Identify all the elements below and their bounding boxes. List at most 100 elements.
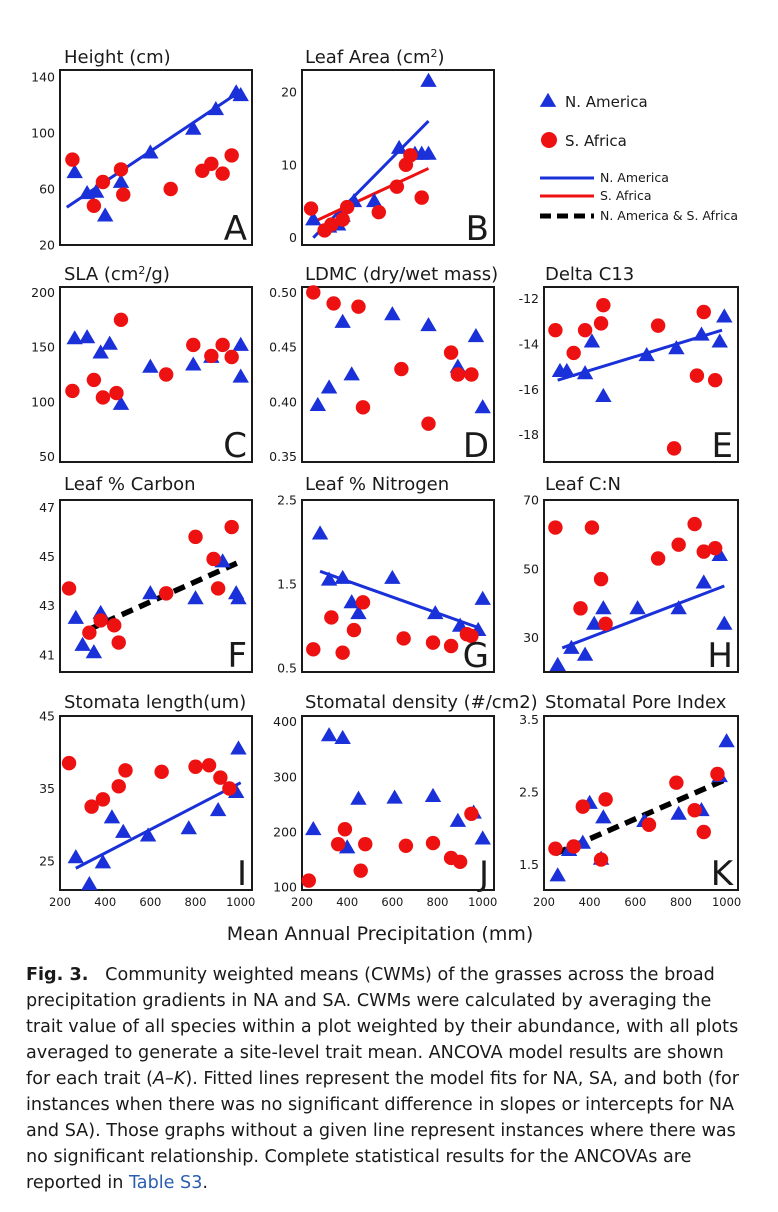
panel-D-sa-point	[443, 345, 459, 360]
panel-H-ytick-label: 50	[523, 561, 539, 576]
panel-B-letter: B	[466, 209, 489, 249]
panel-J-na-point	[334, 729, 351, 744]
panel-F-ytick-label: 47	[39, 500, 55, 515]
panel-C-ytick-label: 200	[31, 285, 55, 300]
panel-H-sa-point	[598, 616, 613, 632]
panel-E-sa-point	[689, 368, 705, 383]
panel-E-sa-point	[566, 345, 581, 361]
panel-C-na-point	[101, 335, 118, 350]
panel-D-na-point	[474, 399, 491, 414]
panel-B-frame	[301, 69, 495, 246]
panel-B-sa-point	[371, 204, 386, 220]
panel-K-sa-point	[669, 775, 684, 790]
legend: N. America S. Africa N. America S. Africa N.…	[539, 92, 738, 223]
panel-H-sa-point	[696, 544, 711, 559]
panel-H-sa-point	[584, 520, 600, 535]
panel-B: Leaf Area (cm2) 20 10 0 B	[281, 47, 495, 249]
panel-A: Height (cm) 140 100 60 20 A	[31, 47, 253, 253]
panel-C-sa-point	[95, 390, 111, 405]
panel-B-title: Leaf Area (cm2)	[305, 47, 445, 69]
panel-A-sa-point	[116, 187, 131, 202]
panel-H-sa-point	[707, 540, 723, 556]
panel-A-na-point	[185, 120, 202, 135]
panel-B-na-point	[305, 211, 322, 226]
panel-K-na-point	[718, 733, 735, 748]
caption-panel-range: A–K	[152, 1069, 186, 1089]
panel-H-title: Leaf C:N	[545, 474, 621, 495]
panel-D-na-point	[384, 306, 401, 321]
panel-A-na-point	[232, 87, 249, 102]
panel-E-na-point	[638, 346, 655, 362]
panel-J-ytick-label: 400	[273, 714, 297, 729]
panel-E-ytick-label: -16	[519, 382, 539, 397]
panel-H-na-point	[711, 546, 728, 561]
panel-E-sa-point	[593, 316, 609, 331]
x-axis-title-group: Mean Annual Precipitation (mm)	[227, 923, 534, 945]
panel-I-na-point	[180, 820, 197, 835]
panel-K-fit-line-combined	[554, 776, 728, 857]
panel-C-ytick-label: 50	[39, 449, 55, 464]
panel-I-xtick-label: 200	[49, 895, 71, 909]
panel-F-ytick-label: 45	[39, 549, 55, 564]
panel-J-na-point	[305, 821, 322, 836]
panel-K-ytick-label: 3.5	[519, 712, 539, 727]
panel-J-letter: J	[477, 854, 489, 894]
panel-J-na-point	[474, 830, 491, 845]
panel-F-title: Leaf % Carbon	[64, 474, 196, 495]
panel-B-sa-point	[335, 212, 350, 227]
panel-G-na-point	[474, 590, 491, 605]
panel-H-na-point	[716, 615, 733, 630]
legend-sa-marker	[541, 132, 557, 148]
panel-A-na-point	[66, 164, 83, 179]
panel-I-sa-point	[61, 755, 77, 771]
panel-D: LDMC (dry/wet mass) 0.50 0.45 0.40 0.35 D	[269, 264, 498, 466]
panel-E-na-point	[711, 333, 728, 348]
panel-E-sa-point	[596, 297, 611, 313]
panel-H-fit-line-na	[561, 584, 725, 650]
panel-A-na-point	[87, 183, 105, 198]
panel-G: Leaf % Nitrogen 2.5 1.5 0.5 G	[277, 474, 495, 676]
panel-I-ytick-label: 25	[39, 854, 55, 869]
panel-J-na-point	[449, 812, 467, 827]
panel-F-sa-point	[61, 581, 77, 596]
panel-J-ytick-label: 200	[273, 825, 297, 840]
legend-na-marker	[539, 92, 557, 107]
panel-H-na-point	[586, 615, 603, 630]
panel-F-na-point	[142, 585, 159, 600]
panel-I-na-point	[103, 809, 121, 824]
panel-A-na-point	[207, 101, 225, 116]
panel-C-na-point	[142, 358, 159, 373]
panel-G-sa-point	[396, 631, 411, 646]
caption-text-1: Community weighted means (CWMs) of the g…	[26, 965, 739, 1089]
panel-B-ytick-label: 0	[289, 230, 297, 245]
panel-B-na-point	[420, 72, 437, 87]
panel-C-ytick-label: 100	[31, 394, 55, 409]
panel-J-xtick-label: 400	[336, 895, 358, 909]
panel-C: SLA (cm2/g) 200 150 100 50 C	[31, 264, 253, 466]
panel-I-na-point	[81, 876, 98, 891]
panel-F-na-point	[230, 590, 247, 605]
panel-E-na-point	[716, 308, 733, 323]
panel-G-sa-point	[324, 610, 339, 625]
panel-I-ytick-label: 45	[39, 709, 55, 724]
panel-H-ytick-label: 30	[523, 630, 539, 645]
panel-F-sa-point	[158, 586, 174, 601]
panel-G-na-point	[384, 569, 401, 584]
caption-label: Fig. 3.	[26, 965, 89, 985]
panel-C-na-point	[232, 368, 249, 383]
panel-H-na-point	[670, 600, 687, 615]
panel-J-na-point	[386, 789, 403, 804]
panel-I-sa-point	[84, 799, 99, 814]
panel-E-sa-point	[548, 322, 563, 338]
panel-B-sa-point	[414, 190, 429, 205]
panel-D-na-point	[467, 328, 485, 343]
panel-E-na-point	[576, 365, 594, 380]
panel-E-sa-point	[696, 304, 711, 320]
panel-C-sa-point	[186, 337, 201, 353]
panel-A-na-point	[142, 144, 159, 159]
panel-J-xtick-label: 1000	[468, 895, 497, 909]
panel-K-sa-point	[710, 766, 725, 782]
legend-combined-line-label: N. America & S. Africa	[600, 208, 738, 223]
table-s3-link[interactable]: Table S3	[128, 1173, 203, 1193]
panel-J-xtick-label: 800	[427, 895, 449, 909]
